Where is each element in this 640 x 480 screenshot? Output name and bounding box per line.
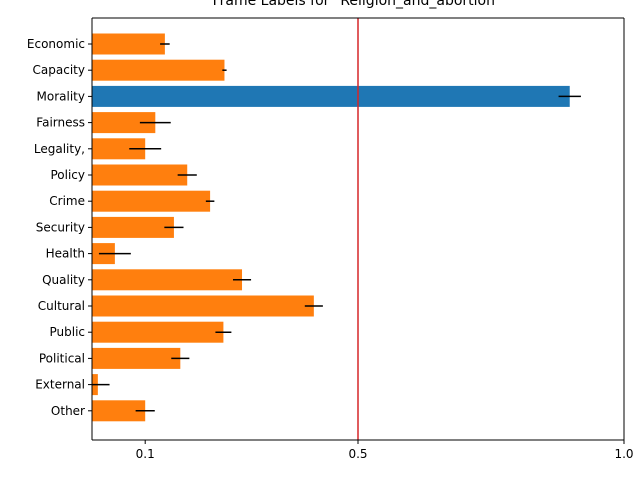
y-tick-label-economic: Economic: [27, 37, 85, 51]
y-tick-label-policy: Policy: [50, 168, 85, 182]
y-tick-label-capacity: Capacity: [33, 63, 85, 77]
y-tick-label-morality: Morality: [37, 89, 85, 103]
bar-legality: [92, 138, 146, 160]
bar-other: [92, 400, 146, 422]
chart-title: Frame Labels for "Religion_and_abortion": [213, 0, 502, 9]
y-tick-label-external: External: [35, 378, 85, 392]
y-tick-label-fairness: Fairness: [36, 116, 85, 130]
y-tick-label-crime: Crime: [49, 194, 85, 208]
bar-crime: [92, 190, 211, 212]
bar-policy: [92, 164, 188, 186]
y-tick-label-security: Security: [36, 220, 85, 234]
bar-public: [92, 321, 224, 343]
y-tick-label-health: Health: [46, 247, 85, 261]
y-tick-label-other: Other: [51, 404, 85, 418]
bar-fairness: [92, 112, 156, 134]
bar-security: [92, 216, 174, 238]
y-tick-label-public: Public: [49, 325, 85, 339]
bar-quality: [92, 269, 243, 291]
x-tick-label-0: 0.1: [136, 447, 155, 461]
y-tick-label-legality: Legality,: [34, 142, 85, 156]
y-tick-label-quality: Quality: [42, 273, 85, 287]
bar-capacity: [92, 59, 225, 81]
x-tick-label-2: 1.0: [614, 447, 633, 461]
x-tick-label-1: 0.5: [348, 447, 367, 461]
plot-area: Economic Capacity Morality Fairness Legality…: [27, 17, 634, 461]
y-tick-label-political: Political: [39, 351, 85, 365]
y-tick-label-cultural: Cultural: [38, 299, 85, 313]
bar-economic: [92, 33, 165, 55]
bar-morality: [92, 85, 570, 107]
bar-cultural: [92, 295, 314, 317]
bar-political: [92, 347, 181, 369]
